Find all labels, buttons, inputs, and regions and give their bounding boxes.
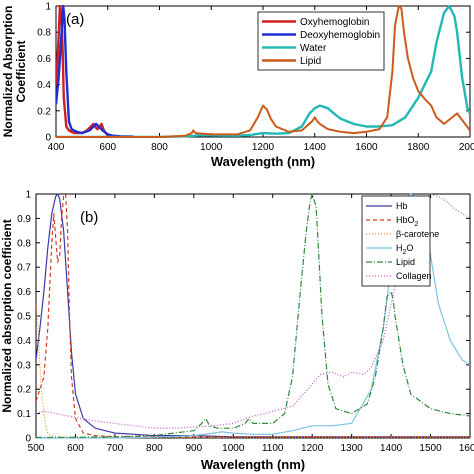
legend-label: β-carotene — [396, 229, 439, 239]
x-tick-label: 900 — [185, 443, 202, 454]
x-tick-label: 1600 — [355, 142, 378, 153]
x-tick-label: 1100 — [262, 443, 284, 454]
x-tick-label: 1200 — [252, 142, 275, 153]
x-axis-label: Wavelength (nm) — [211, 154, 315, 169]
chart-panel-b: 500 600 700 800 900 1000 1100 1200 1300 1400 1500 1… — [0, 190, 474, 473]
x-tick-label: 600 — [67, 443, 84, 454]
legend-label: Water — [300, 43, 327, 54]
legend-label: HbO2 — [396, 215, 419, 228]
legend-label: Lipid — [396, 257, 415, 267]
legend-label: Oxyhemoglobin — [300, 17, 369, 28]
panel-label: (b) — [80, 209, 98, 226]
x-tick-label: 400 — [48, 142, 65, 153]
series-line-lipid — [36, 193, 470, 438]
x-tick-label: 800 — [151, 142, 168, 153]
y-tick-label: 0.8 — [37, 28, 51, 39]
series-line-deoxyhemoglobin — [56, 5, 134, 138]
y-tick-label: 1 — [45, 2, 51, 13]
x-tick-label: 600 — [99, 142, 116, 153]
x-tick-label: 1400 — [304, 142, 327, 153]
y-tick-label: 0.2 — [37, 106, 51, 117]
x-axis-label: Wavelength (nm) — [201, 457, 305, 472]
legend: Oxyhemoglobin Deoxyhemoglobin Water Lipid — [257, 11, 385, 71]
y-tick-label: 0 — [45, 133, 51, 144]
y-tick-label: 0.3 — [17, 360, 31, 371]
legend-label: Lipid — [300, 56, 321, 67]
series-line-water — [56, 5, 470, 138]
series-line-lipid — [56, 5, 470, 138]
x-tick-label: 500 — [28, 443, 45, 454]
y-tick-label: 0.2 — [17, 385, 31, 396]
x-tick-label: 1400 — [380, 443, 403, 454]
y-tick-label: 0.5 — [17, 312, 31, 323]
y-tick-label: 0 — [25, 434, 31, 445]
legend-label: Deoxyhemoglobin — [300, 30, 380, 41]
x-tick-label: 800 — [146, 443, 163, 454]
y-tick-label: 0.6 — [17, 287, 31, 298]
x-tick-label: 1000 — [222, 443, 245, 454]
legend-box — [361, 195, 431, 287]
y-tick-label: 0.9 — [17, 214, 31, 225]
x-tick-label: 1000 — [200, 142, 223, 153]
y-axis-label: Normalized absorption coefficient — [0, 219, 14, 412]
series-line-collagen — [36, 193, 470, 429]
x-tick-label: 1500 — [419, 443, 442, 454]
legend-label: Collagen — [396, 271, 432, 281]
x-tick-label: 1600 — [459, 443, 474, 454]
x-tick-label: 1800 — [407, 142, 430, 153]
y-tick-label: 0.1 — [17, 409, 31, 420]
panel-label: (a) — [66, 11, 84, 28]
legend-label: Hb — [396, 201, 408, 211]
x-tick-label: 700 — [107, 443, 124, 454]
y-tick-label: 0.4 — [37, 80, 51, 91]
y-tick-label: 1 — [25, 190, 31, 201]
legend-label: H2O — [396, 243, 413, 256]
x-tick-label: 1200 — [301, 443, 324, 454]
series-group — [56, 5, 470, 138]
y-tick-label: 0.7 — [17, 263, 31, 274]
y-tick-label: 0.8 — [17, 238, 31, 249]
series-line-hbo2 — [36, 193, 470, 438]
x-tick-label: 1300 — [341, 443, 364, 454]
y-tick-label: 0.6 — [37, 54, 51, 65]
y-axis-label: Normalized AbsorptionCoefficient — [1, 6, 28, 138]
y-tick-label: 0.4 — [17, 336, 31, 347]
